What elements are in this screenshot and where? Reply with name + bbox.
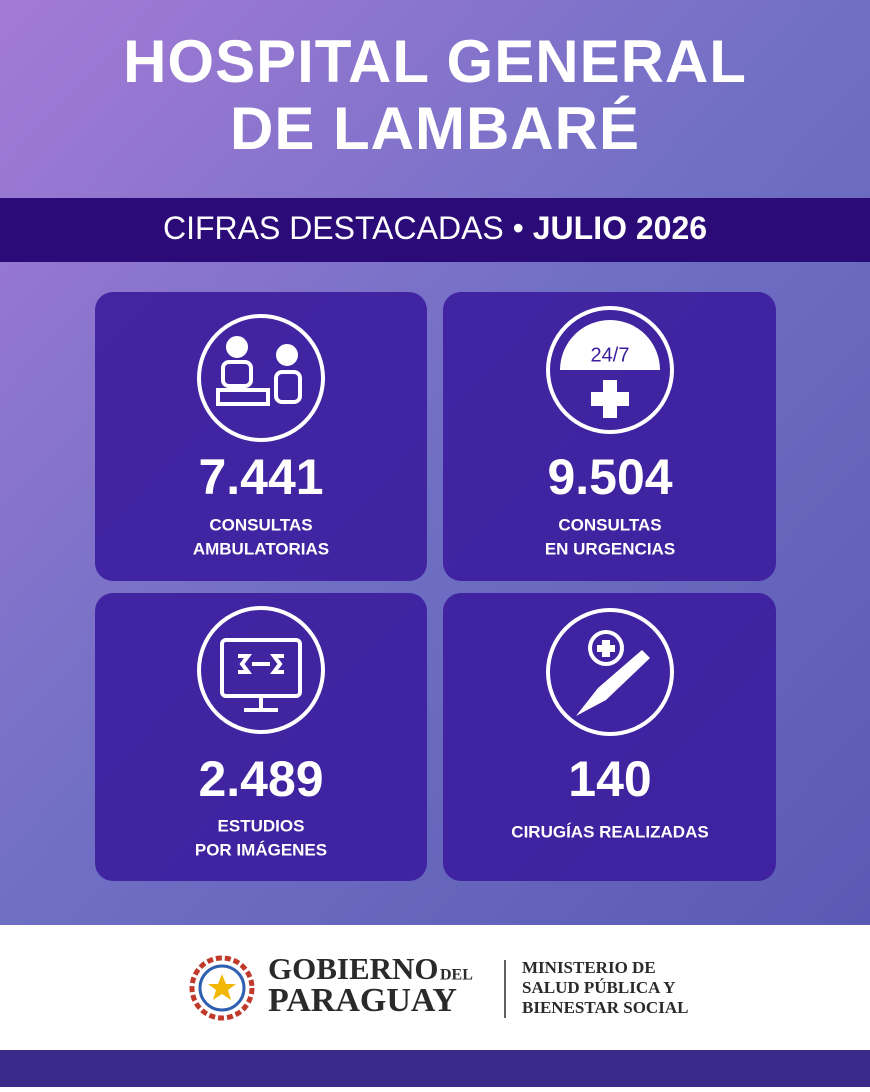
card-label: CONSULTAS: [209, 515, 312, 534]
gov-line: PARAGUAY: [268, 982, 457, 1019]
gov-line: GOBIERNO: [268, 951, 439, 986]
card-value: 7.441: [198, 449, 323, 505]
card-label: CIRUGÍAS REALIZADAS: [511, 822, 708, 841]
icon-surgery: [546, 608, 674, 736]
banner-text: CIFRAS DESTACADAS • JULIO 2026: [163, 210, 707, 246]
icon-urgency: 24/7: [546, 306, 674, 434]
title-line: DE LAMBARÉ: [230, 95, 640, 162]
footer-strip: [0, 1050, 870, 1087]
banner: [0, 198, 870, 262]
card-value: 140: [568, 751, 651, 807]
banner-label: CIFRAS DESTACADAS: [163, 210, 504, 246]
card: [443, 593, 776, 881]
banner-period: JULIO 2026: [533, 210, 707, 246]
card-label: POR IMÁGENES: [195, 840, 327, 859]
emblem: [189, 955, 255, 1021]
card: [443, 292, 776, 581]
card-label: CONSULTAS: [558, 515, 661, 534]
card-label: EN URGENCIAS: [545, 539, 675, 558]
card-value: 2.489: [198, 751, 323, 807]
icon-imaging: [197, 606, 325, 734]
icon-text: 24/7: [591, 344, 630, 366]
gov-small: DEL: [440, 967, 473, 984]
ministry-line: BIENESTAR SOCIAL: [522, 998, 688, 1017]
ministry-line: MINISTERIO DE: [522, 958, 656, 977]
cards: [95, 292, 776, 881]
card-value: 9.504: [547, 449, 672, 505]
footer: [0, 925, 870, 1050]
icon-consultation: [197, 314, 325, 442]
card-label: AMBULATORIAS: [193, 539, 329, 558]
card-label: ESTUDIOS: [218, 816, 305, 835]
title-line: HOSPITAL GENERAL: [123, 28, 747, 95]
banner-separator: •: [513, 210, 524, 246]
ministry-line: SALUD PÚBLICA Y: [522, 978, 675, 997]
card: [95, 292, 427, 581]
card: [95, 593, 427, 881]
